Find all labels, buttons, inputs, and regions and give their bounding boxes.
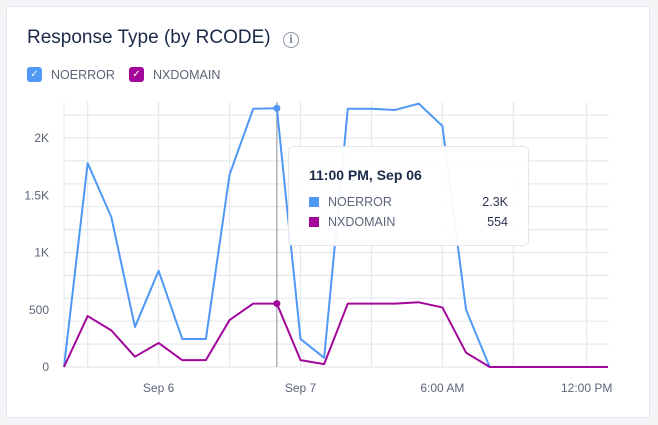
y-tick-label: 1K [34,246,49,260]
legend-item-nxdomain[interactable]: ✓ NXDOMAIN [129,67,220,82]
legend-item-noerror[interactable]: ✓ NOERROR [27,67,115,82]
legend-label: NXDOMAIN [153,67,221,82]
tooltip-label: NOERROR [328,195,392,209]
chart-tooltip: 11:00 PM, Sep 06 NOERROR 2.3K NXDOMAIN 5… [288,146,529,246]
card-title: Response Type (by RCODE) [27,27,271,48]
x-tick-label: Sep 7 [285,381,317,395]
tooltip-row-nxdomain: NXDOMAIN 554 [309,215,508,229]
data-point [273,300,281,308]
series-swatch [309,217,319,227]
x-tick-label: Sep 6 [143,381,175,395]
checkbox-checked-icon[interactable]: ✓ [129,67,144,82]
tooltip-title: 11:00 PM, Sep 06 [309,167,422,183]
data-point [273,104,281,112]
series-line-nxdomain [63,301,608,368]
y-tick-label: 1.5K [24,188,49,202]
tooltip-value: 2.3K [482,195,508,209]
y-tick-label: 500 [29,303,49,317]
info-icon[interactable]: i [283,32,299,48]
tooltip-row-noerror: NOERROR 2.3K [309,195,508,209]
series-swatch [309,197,319,207]
checkbox-checked-icon[interactable]: ✓ [27,67,42,82]
y-tick-label: 2K [34,131,49,145]
y-tick-label: 0 [42,360,49,374]
x-tick-label: 6:00 AM [420,381,464,395]
tooltip-label: NXDOMAIN [328,215,396,229]
response-type-card: Response Type (by RCODE) i ✓ NOERROR ✓ N… [6,6,650,418]
x-tick-label: 12:00 PM [561,381,612,395]
legend-label: NOERROR [51,67,115,82]
tooltip-value: 554 [487,215,508,229]
